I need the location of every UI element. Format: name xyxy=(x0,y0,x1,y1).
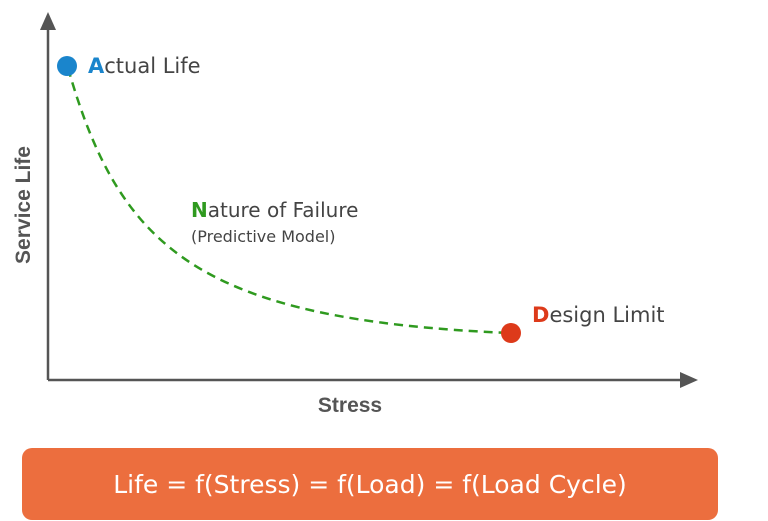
design-limit-text: esign Limit xyxy=(549,303,664,327)
failure-curve-initial: N xyxy=(191,198,208,222)
formula-text: Life = f(Stress) = f(Load) = f(Load Cycl… xyxy=(113,469,627,499)
x-axis-arrow xyxy=(680,372,698,388)
y-axis-label: Service Life xyxy=(12,146,35,264)
formula-banner: Life = f(Stress) = f(Load) = f(Load Cycl… xyxy=(22,448,718,520)
design-limit-label: Design Limit xyxy=(532,303,665,327)
actual-life-label: Actual Life xyxy=(88,54,201,78)
failure-curve-text: ature of Failure xyxy=(208,198,359,222)
actual-life-text: ctual Life xyxy=(104,54,200,78)
design-limit-initial: D xyxy=(532,303,549,327)
design-limit-point xyxy=(501,323,521,343)
stress-life-diagram: Service Life Stress Actual Life Nature o… xyxy=(12,12,698,417)
actual-life-point xyxy=(57,56,77,76)
failure-curve-label: Nature of Failure xyxy=(191,198,358,222)
failure-curve-subtitle: (Predictive Model) xyxy=(191,227,335,246)
actual-life-initial: A xyxy=(88,54,105,78)
x-axis-label: Stress xyxy=(318,394,382,417)
y-axis-arrow xyxy=(40,12,56,30)
